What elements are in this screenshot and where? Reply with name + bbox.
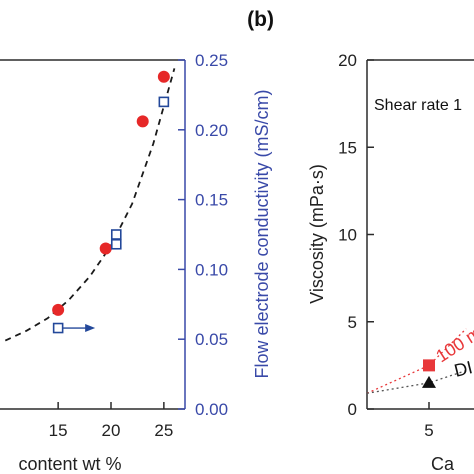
panel-b-y-axis-title: Viscosity (mPa·s): [307, 164, 327, 304]
panel-a-x-tick-label: 25: [154, 421, 173, 440]
panel-a-filled-circle-point: [136, 115, 149, 128]
panel-b-di-dotted-line: [366, 369, 467, 394]
panel-a-fit-curve: [4, 68, 176, 342]
panel-a-right-tick-label: 0.00: [195, 400, 228, 419]
panel-a-arrow-head: [85, 324, 96, 333]
panel-a-right-tick-label: 0.20: [195, 121, 228, 140]
panel-b-series-label-di: DI: [452, 357, 474, 381]
panel-a-x-tick-label: 20: [102, 421, 121, 440]
panel-a-open-square-point: [110, 229, 122, 240]
panel-a-right-tick-label: 0.25: [195, 51, 228, 70]
panel-b-di-triangle-point: [422, 375, 436, 388]
panel-a-open-square-point: [52, 322, 64, 334]
panel-a: 15 20 25 0.00 0.05 0.10 0.15 0.20 0.25 content …: [0, 51, 272, 474]
panel-a-open-square-point: [110, 238, 122, 250]
panel-a-open-square-point: [158, 96, 170, 108]
panel-b-y-tick-label: 15: [338, 138, 357, 157]
panel-b-annotation: Shear rate 1: [374, 97, 462, 114]
panel-a-filled-circle-point: [99, 242, 112, 255]
panel-a-filled-circle-point: [157, 70, 170, 83]
panel-a-right-axis-title: Flow electrode conductivity (mS/cm): [252, 89, 272, 378]
panel-b-label: (b): [247, 8, 274, 31]
panel-a-x-axis-title: content wt %: [18, 454, 121, 474]
panel-b-y-tick-label: 0: [348, 400, 357, 419]
panel-a-right-tick-label: 0.10: [195, 260, 228, 279]
panel-a-x-tick-label: 15: [49, 421, 68, 440]
panel-b-100m-square-point: [423, 359, 435, 372]
panel-a-right-tick-label: 0.15: [195, 191, 228, 210]
panel-b-x-tick-label: 5: [424, 421, 433, 440]
panel-b-y-tick-label: 20: [338, 51, 357, 70]
panel-b-y-tick-label: 5: [348, 313, 357, 332]
panel-b-y-tick-label: 10: [338, 226, 357, 245]
panel-a-filled-circle-point: [52, 303, 65, 316]
panel-b-x-axis-title: Ca: [431, 454, 455, 474]
panel-a-right-tick-label: 0.05: [195, 330, 228, 349]
